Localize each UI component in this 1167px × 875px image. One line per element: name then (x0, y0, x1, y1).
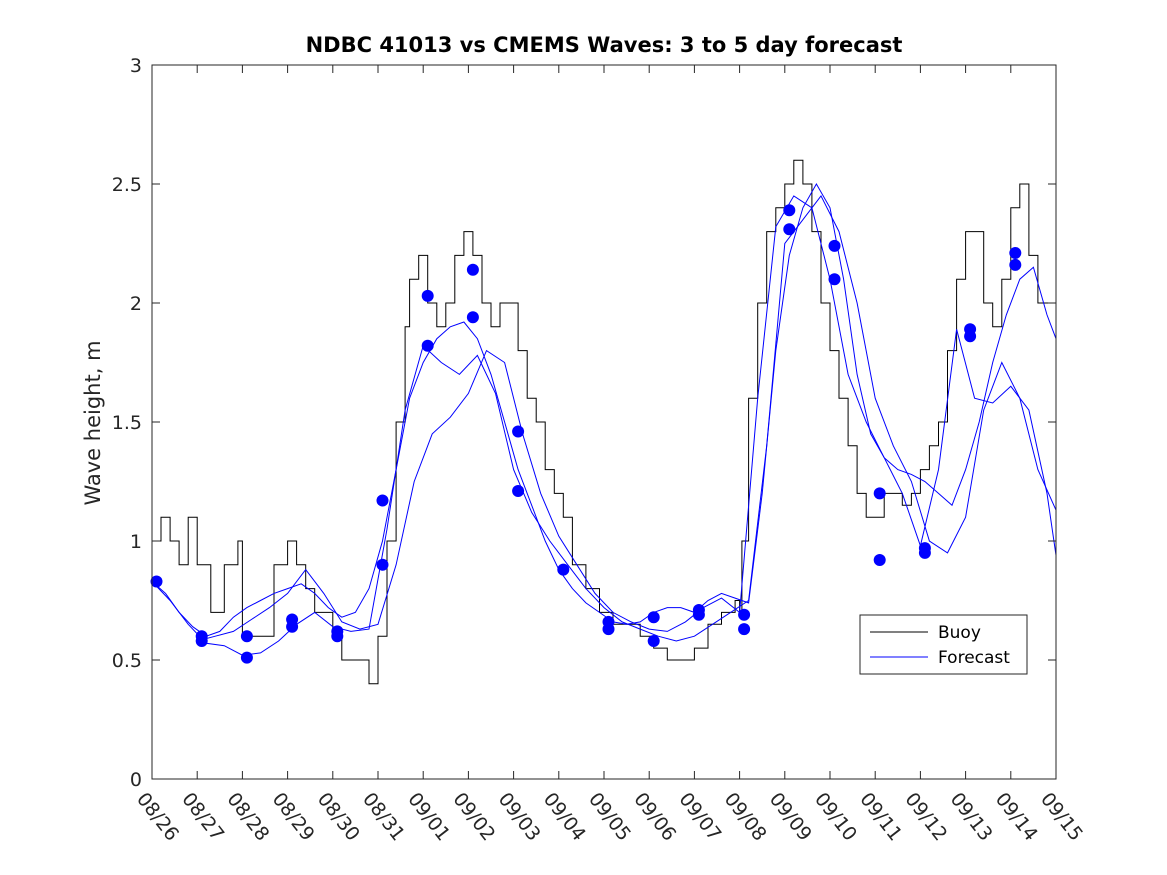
forecast-marker (557, 563, 570, 576)
x-tick-label: 08/30 (313, 789, 364, 846)
y-tick-label: 1 (130, 531, 142, 553)
forecast-line-3 (197, 195, 1057, 642)
forecast-marker (828, 273, 841, 286)
x-tick-label: 09/09 (765, 789, 816, 846)
forecast-marker (195, 635, 208, 647)
x-tick-label: 08/31 (358, 789, 409, 846)
forecast-marker (828, 239, 841, 252)
y-tick-label: 0 (130, 769, 142, 791)
buoy-line (152, 159, 1057, 685)
y-tick-label: 0.5 (112, 650, 142, 672)
forecast-marker (466, 311, 479, 324)
forecast-marker (466, 263, 479, 276)
forecast-marker (150, 575, 163, 588)
x-tick-label: 09/14 (991, 789, 1042, 846)
forecast-marker (783, 204, 796, 217)
x-tick-label: 09/01 (403, 789, 454, 846)
forecast-marker (873, 554, 886, 566)
chart-title: NDBC 41013 vs CMEMS Waves: 3 to 5 day fo… (306, 33, 903, 57)
forecast-marker (376, 558, 389, 571)
x-tick-label: 09/02 (448, 789, 499, 846)
x-tick-label: 09/12 (900, 789, 951, 846)
buoy-series (152, 159, 1057, 685)
y-tick-label: 2.5 (112, 174, 142, 196)
x-tick-label: 09/03 (494, 789, 545, 846)
forecast-marker (421, 289, 434, 302)
x-tick-label: 09/10 (810, 789, 861, 846)
forecast-marker (376, 494, 389, 507)
forecast-marker (602, 623, 615, 636)
x-tick-label: 09/06 (629, 789, 680, 846)
x-tick-label: 08/26 (132, 789, 183, 846)
forecast-marker (738, 623, 751, 636)
forecast-line-2 (151, 194, 1057, 656)
legend-box (859, 614, 1028, 675)
y-axis: 0 0.5 1 1.5 2 2.5 3 (112, 55, 1056, 791)
y-tick-label: 3 (130, 55, 142, 77)
legend: Buoy Forecast (859, 614, 1028, 675)
x-tick-label: 09/15 (1036, 789, 1087, 846)
x-tick-label: 08/29 (268, 789, 319, 846)
forecast-marker (918, 546, 931, 559)
forecast-marker (421, 339, 434, 352)
x-tick-label: 09/13 (946, 789, 997, 846)
forecast-marker (738, 608, 751, 621)
x-tick-label: 09/04 (539, 789, 590, 846)
x-tick-label: 08/27 (177, 789, 228, 846)
x-tick-label: 09/11 (855, 789, 906, 846)
x-tick-label: 09/08 (720, 789, 771, 846)
forecast-marker (331, 630, 344, 643)
forecast-marker (783, 223, 796, 236)
y-tick-label: 1.5 (112, 412, 142, 434)
x-tick-label: 09/07 (674, 789, 725, 846)
forecast-marker (512, 485, 525, 497)
forecast-marker (512, 425, 525, 438)
forecast-marker (873, 487, 886, 500)
x-tick-label: 08/28 (222, 789, 273, 846)
y-axis-label: Wave height, m (81, 340, 105, 505)
forecast-marker (1009, 258, 1022, 271)
forecast-marker (240, 651, 253, 664)
forecast-marker (286, 620, 299, 633)
forecast-marker (240, 630, 253, 643)
forecast-marker (1009, 247, 1022, 259)
forecast-marker (647, 635, 660, 647)
forecast-markers (150, 204, 1022, 664)
x-axis: 08/2608/2708/2808/2908/3008/3109/0109/02… (132, 65, 1087, 845)
forecast-series (151, 182, 1057, 656)
forecast-line-1 (151, 182, 1057, 637)
forecast-marker (647, 611, 660, 624)
forecast-marker (692, 608, 705, 621)
legend-forecast-label: Forecast (938, 648, 1010, 668)
legend-buoy-label: Buoy (938, 623, 981, 643)
y-tick-label: 2 (130, 293, 142, 315)
forecast-marker (964, 330, 977, 343)
x-tick-label: 09/05 (584, 789, 635, 846)
